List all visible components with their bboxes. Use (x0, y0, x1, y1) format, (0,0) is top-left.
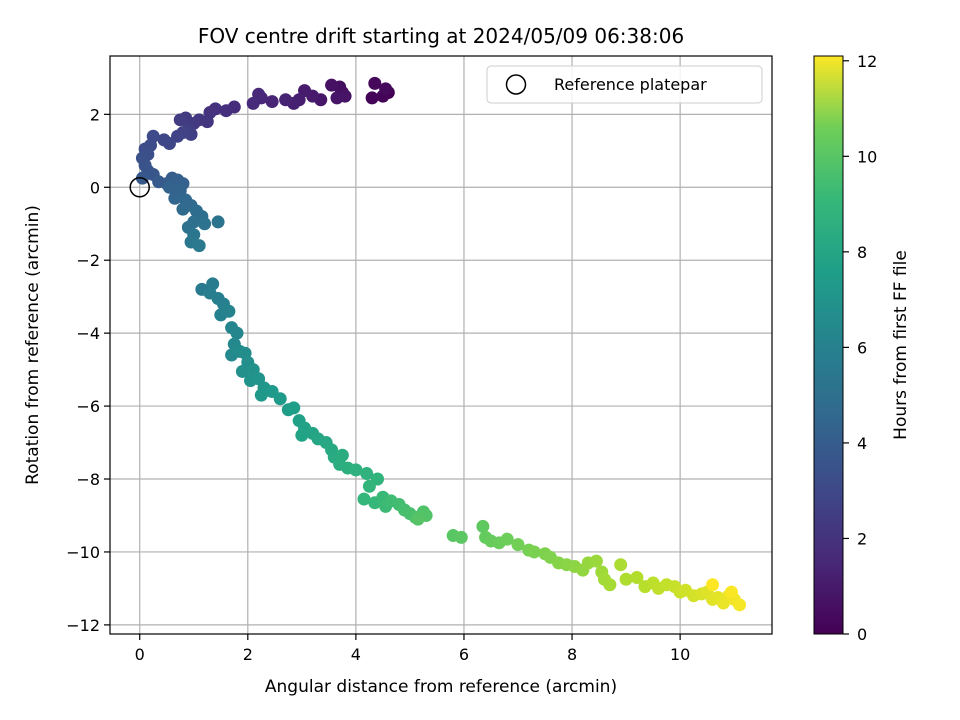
x-tick-label: 8 (567, 645, 577, 664)
colorbar-ticks: 0 2 4 6 8 10 12 (843, 52, 877, 644)
colorbar: 0 2 4 6 8 10 12 Hours from first FF file (813, 52, 911, 644)
data-point (724, 585, 738, 599)
y-tick-label: 0 (90, 178, 100, 197)
y-tick-label: −12 (66, 616, 100, 635)
data-point (362, 479, 376, 493)
data-point (265, 95, 279, 109)
colorbar-tick-label: 10 (857, 147, 877, 166)
colorbar-tick-label: 0 (857, 625, 867, 644)
data-point (368, 76, 382, 90)
data-point (176, 202, 190, 216)
data-point (454, 530, 468, 544)
legend-box (486, 65, 763, 104)
x-tick-label: 4 (351, 645, 361, 664)
data-point (411, 512, 425, 526)
x-tick-label: 2 (243, 645, 253, 664)
data-point (589, 554, 603, 568)
colorbar-tick-label: 8 (857, 243, 867, 262)
y-tick-label: −4 (76, 324, 100, 343)
data-point (192, 239, 206, 253)
data-point (157, 133, 171, 147)
data-point (173, 113, 187, 127)
data-point (246, 96, 260, 110)
data-point (211, 215, 225, 229)
colorbar-tick-label: 2 (857, 529, 867, 548)
data-point (365, 91, 379, 105)
y-tick-label: −6 (76, 397, 100, 416)
y-tick-label: −2 (76, 251, 100, 270)
x-tick-label: 0 (135, 645, 145, 664)
reference-marker (129, 177, 150, 198)
y-tick-label: 2 (90, 105, 100, 124)
data-point (360, 467, 374, 481)
data-point (295, 428, 309, 442)
data-point (219, 104, 233, 118)
y-axis: −12 −10 −8 −6 −4 −2 0 2 (66, 105, 110, 635)
data-point (527, 545, 541, 559)
data-point (168, 191, 182, 205)
data-point (379, 82, 393, 96)
data-point (330, 91, 344, 105)
data-point (230, 326, 244, 340)
y-tick-label: −10 (66, 543, 100, 562)
data-point (254, 388, 268, 402)
data-point (325, 78, 339, 92)
legend-marker (505, 74, 527, 95)
data-point (511, 538, 525, 552)
colorbar-tick-label: 4 (857, 434, 867, 453)
plot-frame (109, 55, 773, 635)
data-point (287, 401, 301, 415)
colorbar-gradient (813, 55, 844, 635)
x-axis-label: Angular distance from reference (arcmin) (265, 677, 617, 697)
data-point (603, 578, 617, 592)
legend: Reference platepar (486, 65, 763, 104)
colorbar-tick-label: 6 (857, 338, 867, 357)
data-point (357, 492, 371, 506)
data-point (349, 463, 363, 477)
data-point (198, 217, 212, 231)
colorbar-tick-label: 12 (857, 52, 877, 71)
y-axis-label: Rotation from reference (arcmin) (23, 205, 43, 485)
data-point (279, 93, 293, 107)
x-axis: 0 2 4 6 8 10 (135, 634, 690, 664)
data-point (706, 578, 720, 592)
grid-lines (110, 56, 772, 634)
x-tick-label: 6 (459, 645, 469, 664)
x-tick-label: 10 (670, 645, 690, 664)
points-layer (135, 76, 747, 612)
data-point (500, 532, 514, 546)
data-point (619, 572, 633, 586)
data-point (162, 180, 176, 194)
data-point (630, 570, 644, 584)
data-point (614, 558, 628, 572)
colorbar-label: Hours from first FF file (891, 250, 911, 440)
data-point (733, 598, 747, 612)
legend-label: Reference platepar (554, 75, 707, 94)
data-point (476, 519, 490, 533)
chart-title: FOV centre drift starting at 2024/05/09 … (198, 24, 684, 48)
y-tick-label: −8 (76, 470, 100, 489)
data-point (222, 304, 236, 318)
data-point (273, 392, 287, 406)
data-point (235, 364, 249, 378)
